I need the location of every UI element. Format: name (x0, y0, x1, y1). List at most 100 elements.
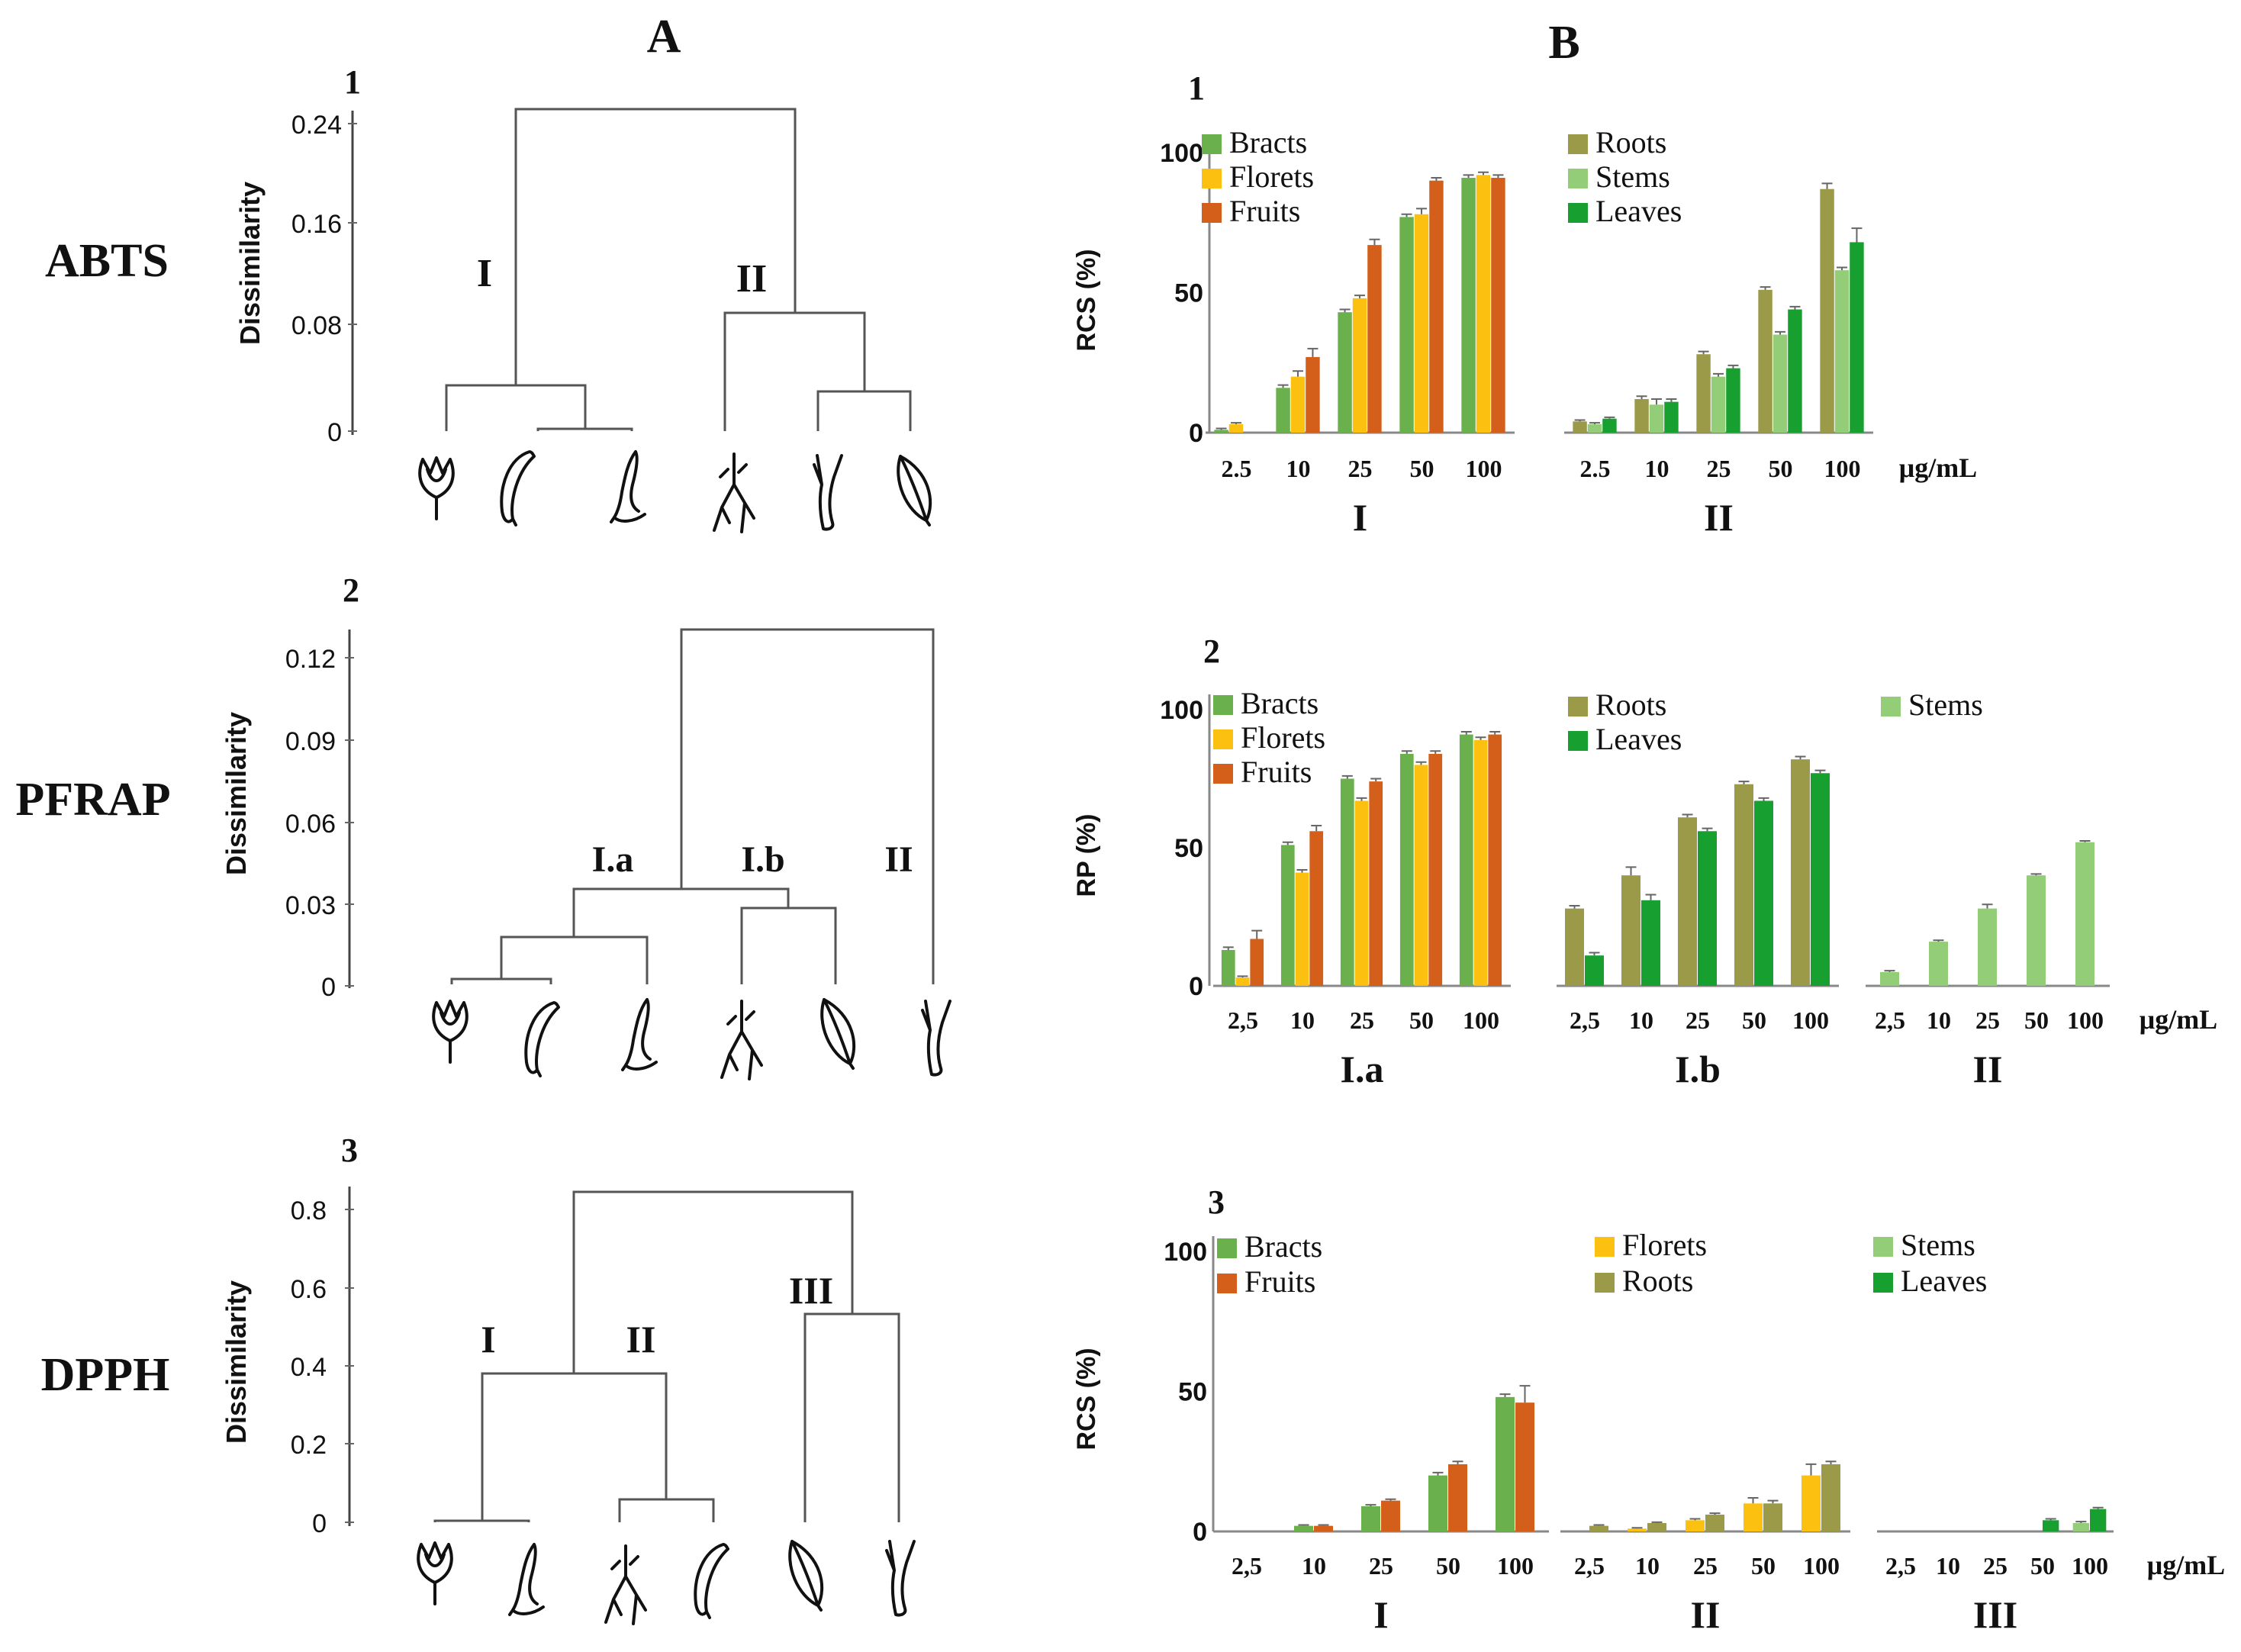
bar-bracts-25-chart1 (1338, 312, 1352, 433)
bar-fruits-10-chart1 (1306, 356, 1320, 433)
errorbar-stems-100-chart2 (2079, 839, 2091, 842)
chart-2-ytick-100: 100 (1160, 696, 1203, 725)
legend-label-bracts-chart1: Bracts (1229, 125, 1307, 159)
legend-swatch-bracts-chart1 (1202, 134, 1222, 154)
errorbar-florets-25-chart3 (1689, 1518, 1701, 1521)
chart-3-group-label-2: II (1691, 1593, 1721, 1636)
bracts-icon (524, 1001, 560, 1077)
bar-leaves-50-chart3 (2043, 1520, 2059, 1531)
chart-2-group-3-xtick-5: 100 (2067, 1006, 2104, 1034)
errorbar-florets-25-chart2 (1356, 797, 1367, 801)
bar-stems-2_5-chart2 (1880, 971, 1899, 986)
dendro-3-tick-0: 0 (312, 1509, 327, 1538)
legend-label-florets-chart1: Florets (1229, 159, 1314, 194)
chart-3-ytick-100: 100 (1164, 1238, 1207, 1267)
bar-stems-100-chart2 (2075, 842, 2094, 986)
errorbar-leaves-100-chart1 (1851, 227, 1863, 243)
errorbar-florets-50-chart1 (1416, 208, 1427, 214)
legend-label-stems-chart1: Stems (1595, 159, 1670, 194)
chart-2-ylabel: RP (%) (1072, 814, 1101, 897)
chart-1-unit-label: μg/mL (1899, 452, 1977, 483)
bracts-icon (694, 1543, 729, 1619)
bar-fruits-25-chart3 (1381, 1500, 1400, 1531)
bar-leaves-50-chart1 (1788, 309, 1802, 433)
errorbar-bracts-25-chart3 (1365, 1504, 1376, 1506)
bar-leaves-100-chart2 (1811, 773, 1830, 986)
chart-1-ytick-0: 0 (1189, 419, 1203, 448)
bar-fruits-10-chart2 (1309, 831, 1324, 986)
legend-swatch-fruits-chart3 (1217, 1274, 1237, 1293)
chart-3-group-2-xtick-5: 100 (1803, 1552, 1840, 1580)
bar-fruits-50-chart3 (1448, 1464, 1467, 1531)
errorbar-roots-50-chart1 (1760, 286, 1771, 290)
errorbar-stems-2_5-chart1 (1589, 422, 1600, 424)
dendro-1-tick-024: 0.24 (291, 111, 342, 140)
legend-label-roots-chart1: Roots (1595, 125, 1666, 159)
florets-icon (417, 1541, 453, 1605)
dendro-3-tick-08: 0.8 (291, 1196, 327, 1225)
chart-3-group-2-xtick-4: 50 (1751, 1552, 1776, 1580)
roots-icon (604, 1544, 647, 1625)
chart-2-group-2-xtick-5: 100 (1792, 1006, 1829, 1034)
errorbar-leaves-2_5-chart2 (1589, 952, 1600, 956)
errorbar-bracts-100-chart1 (1463, 174, 1474, 179)
errorbar-fruits-25-chart3 (1385, 1498, 1396, 1501)
bar-leaves-2_5-chart1 (1602, 418, 1617, 433)
assay-label-pfrap: PFRAP (15, 774, 170, 826)
dendro-2-branch-ia-ib (572, 887, 790, 937)
chart-3-group-1-xtick-4: 50 (1436, 1552, 1460, 1580)
bar-stems-100-chart1 (1834, 270, 1850, 433)
stems-icon (813, 454, 843, 531)
chart-2-group-1-xtick-5: 100 (1463, 1006, 1499, 1034)
errorbar-bracts-50-chart1 (1401, 213, 1412, 217)
bar-stems-25-chart1 (1711, 376, 1726, 433)
chart-2-group-2-xtick-4: 50 (1742, 1006, 1766, 1034)
bar-florets-50-chart1 (1414, 214, 1429, 433)
bar-roots-100-chart1 (1820, 188, 1834, 433)
dendro-3-number: 3 (341, 1132, 358, 1169)
bar-roots-2_5-chart1 (1573, 421, 1587, 433)
legend-swatch-roots-chart3 (1595, 1273, 1615, 1293)
bar-bracts-10-chart3 (1294, 1525, 1313, 1531)
dendro-2-cluster-ib: I.b (741, 839, 784, 880)
bar-bracts-100-chart2 (1459, 734, 1473, 986)
bar-leaves-25-chart2 (1698, 831, 1717, 986)
dendro-3-cluster-i: I (481, 1318, 495, 1361)
dendro-2-branch-root (680, 628, 935, 984)
bar-fruits-10-chart3 (1314, 1525, 1333, 1531)
bar-stems-10-chart1 (1649, 404, 1664, 433)
bar-roots-50-chart2 (1734, 784, 1753, 986)
errorbar-roots-25-chart3 (1709, 1512, 1721, 1515)
bar-fruits-100-chart1 (1491, 178, 1505, 433)
chart-2-group-3-xtick-1: 2,5 (1875, 1006, 1905, 1034)
errorbar-bracts-2_5-chart1 (1215, 427, 1227, 430)
dendro-1-tick-008: 0.08 (291, 311, 342, 340)
chart-1-group-1-xtick-2: 10 (1286, 455, 1311, 482)
chart-2-group-label-3: II (1973, 1048, 2003, 1090)
errorbar-bracts-10-chart1 (1277, 384, 1289, 388)
bar-roots-100-chart2 (1791, 759, 1810, 986)
errorbar-roots-25-chart1 (1698, 350, 1709, 355)
errorbar-fruits-100-chart3 (1519, 1385, 1531, 1403)
errorbar-roots-100-chart1 (1821, 182, 1833, 189)
bar-florets-2_5-chart2 (1235, 977, 1250, 986)
chart-3-group-3-xtick-3: 25 (1983, 1552, 2008, 1580)
legend-label-fruits-chart2: Fruits (1241, 755, 1312, 789)
chart-2: 0 50 100 RP (%) μg/mL 2,5 10 25 50 100 I.a BractsFl… (1072, 686, 2217, 1090)
legend-swatch-stems-chart1 (1568, 169, 1588, 188)
bar-roots-50-chart1 (1758, 289, 1773, 433)
chart-3-group-1-xtick-1: 2,5 (1232, 1552, 1262, 1580)
chart-1-group-2-xtick-4: 50 (1769, 455, 1793, 482)
bar-roots-2_5-chart2 (1565, 908, 1584, 986)
errorbar-florets-100-chart2 (1475, 736, 1486, 740)
errorbar-leaves-10-chart2 (1645, 894, 1657, 900)
dendro-2-branch-roots-leaves (740, 907, 837, 984)
dendro-2-cluster-ia: I.a (592, 839, 634, 880)
errorbar-leaves-10-chart1 (1666, 398, 1677, 402)
chart-1-group-2-xtick-3: 25 (1707, 455, 1731, 482)
bar-leaves-100-chart3 (2090, 1509, 2107, 1531)
chart-1-ytick-100: 100 (1160, 139, 1203, 168)
